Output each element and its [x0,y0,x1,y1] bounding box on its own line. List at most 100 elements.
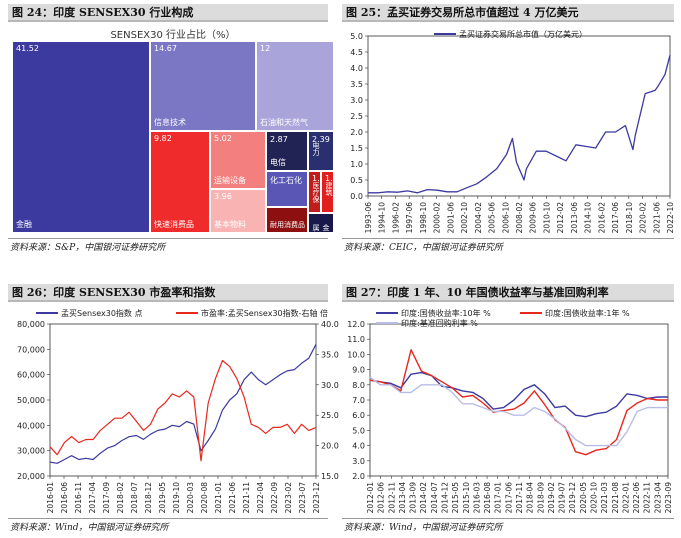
treemap-value-0: 41.52 [16,44,39,53]
treemap-tile-10: 1…医疗保 [308,171,321,213]
y-tick-label: 4.0 [350,64,363,73]
y2-tick-label: 40.0 [321,320,339,329]
x-tick-label: 2015-05 [451,482,460,514]
y-tick-label: 7.0 [352,396,365,405]
legend-label-2: 印度:基准回购利率 % [401,318,478,328]
treemap-tile-11: 1…建筑 [321,171,334,213]
treemap-tile-8: 化工石化 [266,171,308,207]
y2-tick-label: 20.0 [321,442,339,451]
plot-frame [369,323,669,477]
x-tick-label: 2020-08 [200,482,209,514]
x-tick-label: 2014-07 [430,482,439,514]
panel-25-source: 资料来源：CEIC，中国银河证券研究所 [344,243,503,253]
y-tick-label: 3.0 [350,96,363,105]
y-tick-label: 10.0 [347,350,365,359]
x-tick-label: 2023-02 [284,482,293,514]
series-line-0 [369,371,668,418]
x-tick-label: 2021-06 [652,202,661,234]
x-tick-label: 2022-10 [666,202,675,234]
treemap-title: SENSEX30 行业占比（%） [110,30,236,41]
x-tick-label: 2020-05 [579,482,588,514]
y2-tick-label: 30.0 [321,381,339,390]
series-line-0 [49,344,317,464]
x-tick-label: 1996-02 [391,202,400,234]
panel-27-header: 图 27：印度 1 年、10 年国债收益率与基准回购利率 [342,284,674,302]
treemap-value-10: 1… [312,174,320,183]
panel-25-header: 图 25：孟买证券交易所总市值超过 4 万亿美元 [342,4,674,22]
treemap-label-11: 建筑 [325,182,333,196]
legend-label-1: 市盈率:孟买Sensex30指数-右轴 倍 [201,308,328,318]
x-tick-label: 2017-11 [515,482,524,514]
y-tick-label: 2.5 [350,112,363,121]
x-tick-label: 1993-06 [364,202,373,234]
x-tick-label: 2022-11 [643,482,652,514]
treemap-label-7: 电力 [312,142,320,156]
legend-label-0: 孟买Sensex30指数 点 [61,308,142,318]
x-tick-label: 2006-10 [501,202,510,234]
y-tick-label: 1.0 [350,160,363,169]
x-tick-label: 2021-03 [600,482,609,514]
panel-24-header: 图 24：印度 SENSEX30 行业构成 [8,4,328,22]
treemap-value-1: 14.67 [154,44,177,53]
x-tick-label: 2017-06 [611,202,620,234]
y-tick-label: 60,000 [17,371,45,380]
x-tick-label: 2022-09 [270,482,279,514]
legend-label-1: 印度:国债收益率:1年 % [545,308,630,318]
treemap-value-2: 12 [260,44,271,53]
panel-24-source: 资料来源：S&P，中国银河证券研究所 [10,243,166,253]
y-tick-label: 40,000 [17,421,45,430]
treemap-label-5: 基本物料 [214,220,246,229]
y-tick-label: 0.0 [350,192,363,201]
treemap-label-10: 医疗保 [312,182,320,203]
treemap-tile-12: 金属… [308,213,334,233]
x-tick-label: 2019-02 [547,482,556,514]
y-tick-label: 12.0 [347,320,365,329]
sensex-pe-chart: 20,000 30,000 40,000 50,000 60,000 70,000 80,0… [17,308,339,514]
x-tick-label: 2021-11 [242,482,251,514]
x-tick-label: 2019-12 [568,482,577,514]
treemap-label-8: 化工石化 [270,176,302,185]
y-tick-label: 80,000 [17,320,45,329]
y-tick-label: 4.0 [352,442,365,451]
x-tick-label: 2002-10 [460,202,469,234]
y-tick-label: 3.5 [350,80,363,89]
y-tick-label: 6.0 [352,411,365,420]
x-tick-label: 2013-09 [409,482,418,514]
x-tick-label: 2022-01 [621,482,630,514]
x-tick-label: 1998-10 [419,202,428,234]
panel-27-source: 资料来源：Wind，中国银河证券研究所 [344,523,503,533]
treemap-value-3: 9.82 [154,134,172,143]
y-tick-label: 3.0 [352,457,365,466]
treemap-label-0: 金融 [16,220,32,229]
y-tick-label: 50,000 [17,396,45,405]
treemap-tile-4: 5.02 运输设备 [210,131,266,189]
x-tick-label: 2020-03 [186,482,195,514]
x-tick-label: 2018-07 [130,482,139,514]
y-tick-label: 9.0 [352,366,365,375]
bond-yield-chart: 2.0 3.0 4.0 5.0 6.0 7.0 8.0 9.0 10.0 11.0 12.0 2012… [347,308,673,514]
treemap-tile-1: 14.67 信息技术 [150,41,256,131]
x-tick-label: 2018-10 [625,202,634,234]
x-tick-label: 2023-09 [664,482,673,514]
x-tick-label: 2018-02 [116,482,125,514]
treemap-label-12: 金属… [312,224,330,233]
x-tick-label: 2017-04 [88,482,97,514]
x-tick-label: 2017-09 [102,482,111,514]
treemap-tile-5: 3.96 基本物料 [210,189,266,233]
treemap-tile-6: 2.87 电信 [266,131,308,171]
y2-tick-label: 35.0 [321,350,339,359]
x-tick-label: 1994-10 [378,202,387,234]
x-tick-label: 2019-05 [158,482,167,514]
plot-frame [49,323,317,477]
y-tick-label: 20,000 [17,472,45,481]
x-tick-label: 2020-02 [639,202,648,234]
panel-26-header: 图 26：印度 SENSEX30 市盈率和指数 [8,284,328,302]
treemap-value-7: 2.39 [312,135,330,144]
x-tick-label: 2021-01 [214,482,223,514]
x-tick-label: 2012-11 [387,482,396,514]
y-tick-label: 8.0 [352,381,365,390]
y2-tick-label: 25.0 [321,411,339,420]
treemap-label-3: 快速消费品 [154,220,194,229]
x-tick-label: 2018-04 [526,482,535,514]
x-tick-label: 2016-08 [483,482,492,514]
